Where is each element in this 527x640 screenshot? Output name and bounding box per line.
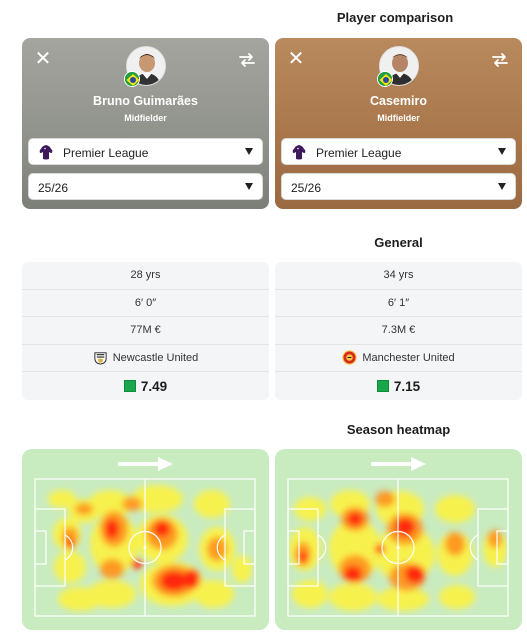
rating-value: 7.15 xyxy=(393,378,421,394)
brazil-flag-icon xyxy=(376,71,393,87)
newcastle-crest-icon xyxy=(94,352,107,365)
season-label: 25/26 xyxy=(38,181,69,195)
market-value: 77M € xyxy=(130,324,161,337)
club-name: Manchester United xyxy=(362,351,455,364)
premier-league-icon xyxy=(292,145,306,160)
pitch-lines xyxy=(34,478,256,617)
pitch-lines xyxy=(287,478,509,617)
swap-icon[interactable] xyxy=(490,50,510,70)
premier-league-icon xyxy=(39,145,53,160)
club-row[interactable]: Newcastle United xyxy=(22,345,269,372)
general-title: General xyxy=(374,235,423,250)
age-value: 28 yrs xyxy=(130,269,161,282)
rating-indicator xyxy=(376,380,389,392)
heatmap-pitch xyxy=(34,457,256,617)
general-stats-right: 34 yrs 6′ 1″ 7.3M € Manchester United 7.… xyxy=(275,262,522,400)
height-value: 6′ 1″ xyxy=(387,296,410,309)
market-value-row: 7.3M € xyxy=(275,317,522,345)
brazil-flag-icon xyxy=(123,71,140,87)
chevron-down-icon xyxy=(245,148,253,155)
season-label: 25/26 xyxy=(291,181,322,195)
player-position: Midfielder xyxy=(124,113,167,123)
height-row: 6′ 0″ xyxy=(22,290,269,317)
season-heatmap-title: Season heatmap xyxy=(346,422,451,437)
close-icon[interactable]: ✕ xyxy=(34,48,52,70)
chevron-down-icon xyxy=(498,148,506,155)
rating-row: 7.49 xyxy=(22,372,269,400)
market-value-row: 77M € xyxy=(22,317,269,345)
player-comparison-title: Player comparison xyxy=(336,10,454,25)
general-stats-left: 28 yrs 6′ 0″ 77M € Newcastle United 7.49 xyxy=(22,262,269,400)
direction-arrow-icon xyxy=(371,457,426,471)
direction-arrow-icon xyxy=(118,457,173,471)
height-value: 6′ 0″ xyxy=(134,296,157,309)
manchester-united-crest-icon xyxy=(342,350,357,365)
player-name: Casemiro xyxy=(370,94,427,108)
age-row: 34 yrs xyxy=(275,262,522,290)
player-card-left: ✕ Bruno Guimarães Midfielder Premier Lea… xyxy=(22,38,269,209)
rating-value: 7.49 xyxy=(140,378,168,394)
player-position: Midfielder xyxy=(377,113,420,123)
rating-row: 7.15 xyxy=(275,372,522,400)
league-select[interactable]: Premier League xyxy=(281,138,516,165)
height-row: 6′ 1″ xyxy=(275,290,522,317)
player-name: Bruno Guimarães xyxy=(93,94,198,108)
heatmap-pitch xyxy=(287,457,509,617)
market-value: 7.3M € xyxy=(381,324,416,337)
chevron-down-icon xyxy=(498,183,506,190)
heatmap-right xyxy=(275,449,522,630)
age-value: 34 yrs xyxy=(383,269,414,282)
heatmap-left xyxy=(22,449,269,630)
age-row: 28 yrs xyxy=(22,262,269,290)
swap-icon[interactable] xyxy=(237,50,257,70)
season-select[interactable]: 25/26 xyxy=(281,173,516,200)
player-card-right: ✕ Casemiro Midfielder Premier League 25/… xyxy=(275,38,522,209)
league-select[interactable]: Premier League xyxy=(28,138,263,165)
league-label: Premier League xyxy=(316,146,402,160)
club-row[interactable]: Manchester United xyxy=(275,345,522,372)
season-select[interactable]: 25/26 xyxy=(28,173,263,200)
league-label: Premier League xyxy=(63,146,149,160)
club-name: Newcastle United xyxy=(112,351,199,364)
chevron-down-icon xyxy=(245,183,253,190)
close-icon[interactable]: ✕ xyxy=(287,48,305,70)
rating-indicator xyxy=(123,380,136,392)
